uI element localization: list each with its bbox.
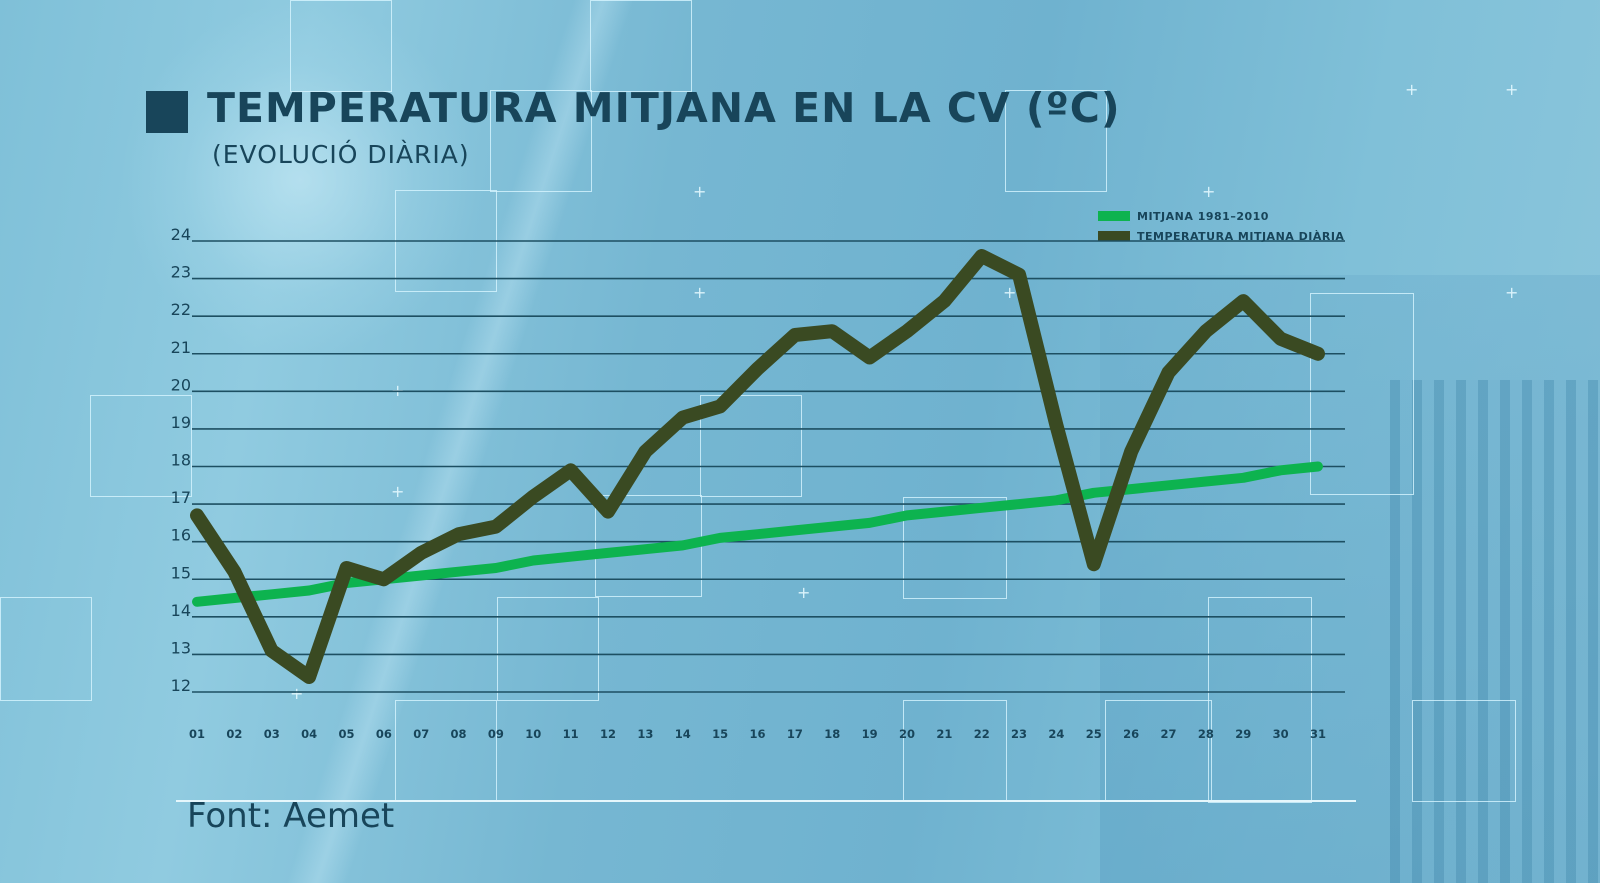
decorative-plus: + <box>1405 80 1419 99</box>
x-tick-label: 05 <box>338 727 354 741</box>
y-tick-label: 20 <box>171 375 191 394</box>
x-tick-label: 22 <box>974 727 990 741</box>
decorative-plus: + <box>391 482 405 501</box>
y-tick-label: 22 <box>171 300 191 319</box>
y-tick-label: 15 <box>171 563 191 582</box>
legend-item-daily: TEMPERATURA MITJANA DIÀRIA <box>1098 226 1344 246</box>
x-tick-label: 29 <box>1235 727 1251 741</box>
decorative-frame <box>490 90 592 192</box>
legend-label: MITJANA 1981–2010 <box>1137 209 1269 223</box>
x-tick-label: 21 <box>936 727 952 741</box>
x-tick-label: 10 <box>525 727 541 741</box>
series-line-normal-1981-2010 <box>192 461 1323 607</box>
x-axis-ticks: 01 02 03 04 05 06 07 08 09 10 11 12 13 14 15 16 17 18 19 20… <box>189 727 1326 741</box>
x-tick-label: 16 <box>749 727 765 741</box>
y-tick-label: 16 <box>171 526 191 545</box>
x-tick-label: 27 <box>1161 727 1177 741</box>
decorative-frame <box>497 597 599 701</box>
x-tick-label: 20 <box>899 727 915 741</box>
y-tick-label: 19 <box>171 413 191 432</box>
x-tick-label: 01 <box>189 727 205 741</box>
chart-title: TEMPERATURA MITJANA EN LA CV (ºC) <box>207 84 1121 132</box>
decorative-plus: + <box>391 381 405 400</box>
decorative-frame <box>1412 700 1516 802</box>
x-tick-label: 19 <box>862 727 878 741</box>
decorative-plus: + <box>797 583 811 602</box>
decorative-frame <box>590 0 692 92</box>
decorative-plus: + <box>1003 283 1017 302</box>
y-tick-label: 21 <box>171 338 191 357</box>
x-tick-label: 12 <box>600 727 616 741</box>
title-marker-square <box>146 91 188 133</box>
y-axis-ticks: 24 23 22 21 20 19 18 17 16 15 14 13 12 <box>171 225 191 695</box>
y-tick-label: 24 <box>171 225 191 244</box>
x-tick-label: 23 <box>1011 727 1027 741</box>
y-tick-label: 12 <box>171 676 191 695</box>
x-tick-label: 17 <box>787 727 803 741</box>
decorative-plus: + <box>1505 80 1519 99</box>
x-tick-label: 06 <box>376 727 392 741</box>
x-tick-label: 15 <box>712 727 728 741</box>
decorative-frame <box>90 395 192 497</box>
series-line-daily-mean <box>190 249 1325 684</box>
decorative-plus: + <box>1505 283 1519 302</box>
background-pier-posts <box>1390 380 1600 883</box>
y-tick-label: 17 <box>171 488 191 507</box>
x-tick-label: 04 <box>301 727 317 741</box>
decorative-frame <box>903 497 1007 599</box>
x-tick-label: 11 <box>563 727 579 741</box>
y-tick-label: 13 <box>171 638 191 657</box>
decorative-frame <box>1310 293 1414 495</box>
legend-swatch-green <box>1098 211 1130 221</box>
y-tick-label: 18 <box>171 451 191 470</box>
decorative-plus: + <box>693 182 707 201</box>
background-sun-glow <box>120 0 480 360</box>
decorative-frame <box>0 597 92 701</box>
legend-label: TEMPERATURA MITJANA DIÀRIA <box>1137 229 1345 243</box>
decorative-plus: + <box>693 283 707 302</box>
x-tick-label: 24 <box>1048 727 1064 741</box>
decorative-plus: + <box>1202 182 1216 201</box>
decorative-plus: + <box>290 684 304 703</box>
x-tick-label: 03 <box>264 727 280 741</box>
x-tick-label: 14 <box>675 727 691 741</box>
x-tick-label: 08 <box>451 727 467 741</box>
decorative-frame <box>290 0 392 92</box>
source-label: Font: Aemet <box>187 796 395 836</box>
chart-subtitle: (EVOLUCIÓ DIÀRIA) <box>212 140 470 169</box>
x-tick-label: 13 <box>637 727 653 741</box>
x-tick-label: 30 <box>1273 727 1289 741</box>
legend-item-normal: MITJANA 1981–2010 <box>1098 206 1344 226</box>
x-tick-label: 31 <box>1310 727 1326 741</box>
baseline-rule <box>176 800 1356 802</box>
y-tick-label: 23 <box>171 263 191 282</box>
x-tick-label: 26 <box>1123 727 1139 741</box>
x-tick-label: 02 <box>226 727 242 741</box>
decorative-frame <box>700 395 802 497</box>
x-tick-label: 25 <box>1086 727 1102 741</box>
legend-swatch-dark <box>1098 231 1130 241</box>
x-tick-label: 07 <box>413 727 429 741</box>
x-tick-label: 28 <box>1198 727 1214 741</box>
chart-legend: MITJANA 1981–2010 TEMPERATURA MITJANA DI… <box>1098 206 1344 246</box>
decorative-frame <box>1005 90 1107 192</box>
x-tick-label: 09 <box>488 727 504 741</box>
y-tick-label: 14 <box>171 601 191 620</box>
gridlines <box>192 240 1345 693</box>
x-tick-label: 18 <box>824 727 840 741</box>
